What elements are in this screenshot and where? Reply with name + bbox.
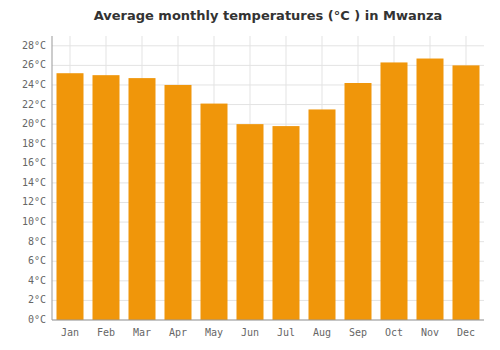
bar bbox=[417, 59, 444, 320]
x-tick-label: Aug bbox=[313, 327, 331, 338]
x-tick-label: Jun bbox=[241, 327, 259, 338]
y-grid-line bbox=[52, 320, 484, 321]
x-tick-label: Sep bbox=[349, 327, 367, 338]
y-tick-label: 14°C bbox=[22, 177, 46, 188]
x-tick-label: Mar bbox=[133, 327, 151, 338]
y-tick-label: 8°C bbox=[28, 236, 46, 247]
axes: 0°C 2°C 4°C 6°C 8°C 10°C 12°C 14°C 16°C 18°C 20°C 2… bbox=[22, 40, 475, 338]
y-tick-label: 12°C bbox=[22, 196, 46, 207]
y-tick-label: 18°C bbox=[22, 138, 46, 149]
y-tick-label: 26°C bbox=[22, 59, 46, 70]
y-tick-label: 16°C bbox=[22, 157, 46, 168]
x-tick-label: Jan bbox=[61, 327, 79, 338]
bars bbox=[57, 59, 480, 320]
x-tick-label: May bbox=[205, 327, 223, 338]
y-tick-label: 0°C bbox=[28, 314, 46, 325]
x-tick-label: Dec bbox=[457, 327, 475, 338]
bar bbox=[309, 109, 336, 320]
y-tick-label: 24°C bbox=[22, 79, 46, 90]
bar bbox=[129, 78, 156, 320]
y-axis-line bbox=[52, 36, 53, 320]
y-tick-label: 20°C bbox=[22, 118, 46, 129]
chart: 0°C 2°C 4°C 6°C 8°C 10°C 12°C 14°C 16°C 18°C 20°C 2… bbox=[0, 0, 500, 350]
y-tick-label: 22°C bbox=[22, 99, 46, 110]
y-tick-label: 28°C bbox=[22, 40, 46, 51]
bar bbox=[93, 75, 120, 320]
grid bbox=[52, 36, 484, 320]
bar bbox=[273, 126, 300, 320]
bar bbox=[57, 73, 84, 320]
bar bbox=[453, 65, 480, 320]
x-tick-label: Apr bbox=[169, 327, 187, 338]
bar bbox=[345, 83, 372, 320]
x-tick-label: Nov bbox=[421, 327, 439, 338]
x-axis-line bbox=[52, 320, 484, 321]
bar bbox=[201, 104, 228, 320]
y-tick-label: 4°C bbox=[28, 275, 46, 286]
y-tick-label: 6°C bbox=[28, 255, 46, 266]
bar bbox=[237, 124, 264, 320]
y-tick-label: 2°C bbox=[28, 294, 46, 305]
y-grid-line bbox=[52, 45, 484, 46]
chart-container: 0°C 2°C 4°C 6°C 8°C 10°C 12°C 14°C 16°C 18°C 20°C 2… bbox=[0, 0, 500, 350]
chart-title: Average monthly temperatures (°C ) in Mw… bbox=[94, 8, 443, 23]
x-tick-label: Feb bbox=[97, 327, 115, 338]
bar bbox=[165, 85, 192, 320]
x-tick-label: Oct bbox=[385, 327, 403, 338]
y-tick-label: 10°C bbox=[22, 216, 46, 227]
bar bbox=[381, 62, 408, 320]
x-tick-label: Jul bbox=[277, 327, 295, 338]
